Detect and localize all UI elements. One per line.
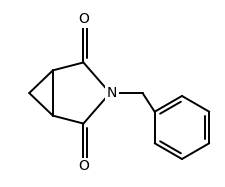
Text: O: O bbox=[78, 159, 88, 173]
Text: N: N bbox=[106, 86, 117, 100]
Text: O: O bbox=[78, 12, 88, 26]
